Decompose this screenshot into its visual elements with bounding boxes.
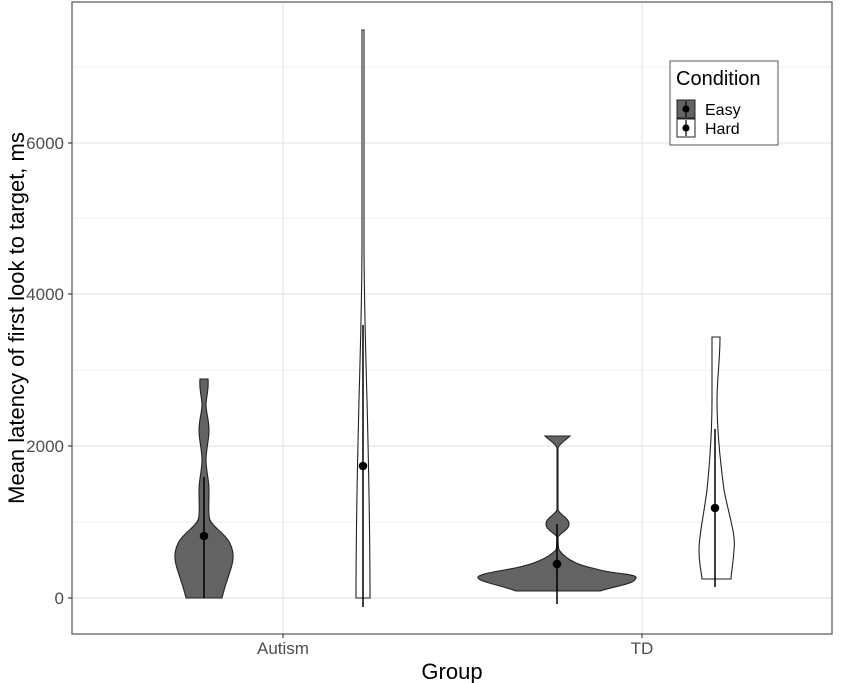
violin-td-hard bbox=[698, 336, 735, 587]
legend-key-easy bbox=[676, 99, 696, 119]
x-tick-label-td: TD bbox=[631, 639, 654, 658]
legend-key-hard bbox=[676, 118, 696, 138]
violin-td-easy bbox=[477, 435, 637, 604]
y-tick-label: 6000 bbox=[26, 134, 64, 153]
panel-border bbox=[71, 1, 833, 635]
violin-autism-easy bbox=[174, 378, 234, 599]
y-tick-label: 2000 bbox=[26, 437, 64, 456]
x-axis-title: Group bbox=[421, 659, 482, 683]
x-tick-label-autism: Autism bbox=[257, 639, 309, 658]
major-gridlines bbox=[72, 2, 832, 634]
legend-label-hard: Hard bbox=[705, 121, 740, 138]
y-tick-label: 4000 bbox=[26, 285, 64, 304]
y-axis-title: Mean latency of first look to target, ms bbox=[4, 132, 29, 504]
legend-title: Condition bbox=[676, 68, 761, 90]
legend-label-easy: Easy bbox=[705, 102, 741, 119]
y-axis-tick-labels: 0 2000 4000 6000 bbox=[26, 134, 64, 608]
x-axis-ticks bbox=[282, 634, 643, 638]
y-tick-label: 0 bbox=[55, 589, 64, 608]
y-axis-ticks bbox=[68, 142, 72, 599]
legend: Condition Easy Hard bbox=[669, 60, 779, 146]
violin-autism-hard bbox=[355, 29, 371, 607]
